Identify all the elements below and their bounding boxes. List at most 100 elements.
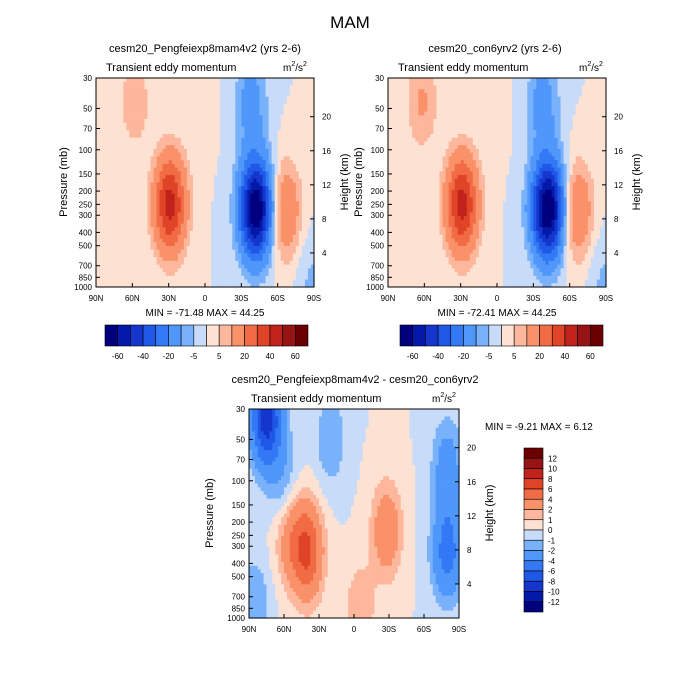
contour-cell	[292, 223, 297, 228]
colorbar-swatch	[206, 324, 220, 347]
contour-cell	[138, 223, 143, 228]
contour-cell	[111, 145, 115, 150]
contour-cell	[165, 81, 170, 87]
contour-cell	[174, 193, 179, 199]
contour-cell	[280, 249, 285, 255]
contour-cell	[274, 249, 279, 255]
contour-cell	[198, 100, 203, 105]
contour-cell	[183, 234, 188, 240]
contour-cell	[147, 193, 152, 199]
contour-cell	[159, 197, 164, 202]
contour-cell	[307, 223, 312, 228]
contour-cell	[292, 197, 297, 202]
contour-cell	[138, 119, 143, 124]
contour-cell	[310, 85, 315, 90]
contour-cell	[247, 111, 252, 116]
contour-cell	[99, 111, 103, 116]
contour-cell	[268, 193, 273, 199]
contour-cell	[102, 238, 106, 243]
contour-cell	[563, 119, 568, 124]
contour-cell	[159, 260, 164, 266]
contour-cell	[394, 89, 398, 94]
contour-cell	[220, 264, 224, 269]
contour-cell	[226, 189, 230, 195]
contour-cell	[271, 275, 276, 281]
contour-cell	[171, 89, 176, 94]
contour-cell	[99, 264, 103, 269]
contour-cell	[183, 152, 188, 157]
contour-cell	[171, 260, 176, 266]
contour-cell	[201, 279, 206, 284]
contour-cell	[388, 115, 392, 120]
contour-cell	[174, 156, 179, 161]
contour-cell	[301, 242, 306, 247]
contour-cell	[268, 234, 273, 240]
contour-cell	[298, 163, 303, 169]
contour-cell	[244, 111, 248, 116]
contour-cell	[247, 253, 252, 258]
contour-cell	[391, 104, 395, 109]
contour-cell	[250, 160, 255, 165]
contour-cell	[226, 231, 230, 236]
contour-cell	[268, 245, 273, 251]
contour-cell	[283, 272, 288, 277]
contour-cell	[235, 275, 239, 281]
contour-cell	[180, 175, 185, 180]
contour-cell	[120, 89, 124, 94]
contour-cell	[153, 145, 158, 150]
contour-cell	[493, 92, 498, 98]
contour-cell	[235, 182, 239, 187]
contour-cell	[96, 216, 100, 221]
contour-cell	[241, 257, 245, 262]
contour-cell	[96, 130, 100, 135]
contour-cell	[304, 178, 309, 184]
contour-cell	[180, 104, 185, 109]
contour-cell	[241, 130, 245, 135]
contour-cell	[201, 219, 206, 225]
contour-cell	[394, 104, 398, 109]
contour-cell	[192, 208, 197, 213]
contour-cell	[229, 212, 233, 217]
contour-cell	[563, 85, 568, 90]
contour-cell	[448, 115, 453, 120]
contour-cell	[518, 104, 522, 109]
contour-cell	[262, 231, 267, 236]
contour-cell	[111, 264, 115, 269]
contour-cell	[153, 275, 158, 281]
contour-cell	[515, 89, 519, 94]
contour-cell	[117, 122, 121, 128]
contour-cell	[448, 92, 453, 98]
contour-cell	[566, 107, 571, 113]
contour-cell	[226, 260, 230, 266]
contour-cell	[150, 163, 155, 169]
contour-cell	[174, 260, 179, 266]
contour-cell	[162, 160, 167, 165]
contour-cell	[250, 89, 255, 94]
contour-cell	[96, 145, 100, 150]
contour-cell	[105, 242, 109, 247]
contour-cell	[168, 193, 173, 199]
contour-cell	[223, 160, 227, 165]
contour-cell	[217, 137, 221, 143]
contour-cell	[277, 167, 282, 172]
contour-cell	[301, 156, 306, 161]
contour-cell	[265, 268, 270, 273]
contour-cell	[253, 167, 258, 172]
contour-cell	[105, 100, 109, 105]
contour-cell	[286, 171, 291, 176]
contour-cell	[96, 227, 100, 232]
contour-cell	[171, 223, 176, 228]
contour-cell	[304, 201, 309, 206]
colorbar-swatch	[269, 324, 283, 347]
contour-cell	[232, 208, 236, 213]
contour-cell	[208, 216, 212, 221]
contour-cell	[141, 92, 146, 98]
contour-cell	[238, 141, 242, 146]
contour-cell	[304, 171, 309, 176]
contour-cell	[235, 107, 239, 113]
contour-cell	[186, 257, 191, 262]
contour-cell	[238, 92, 242, 98]
contour-cell	[126, 182, 130, 187]
contour-cell	[226, 160, 230, 165]
contour-cell	[96, 167, 100, 172]
